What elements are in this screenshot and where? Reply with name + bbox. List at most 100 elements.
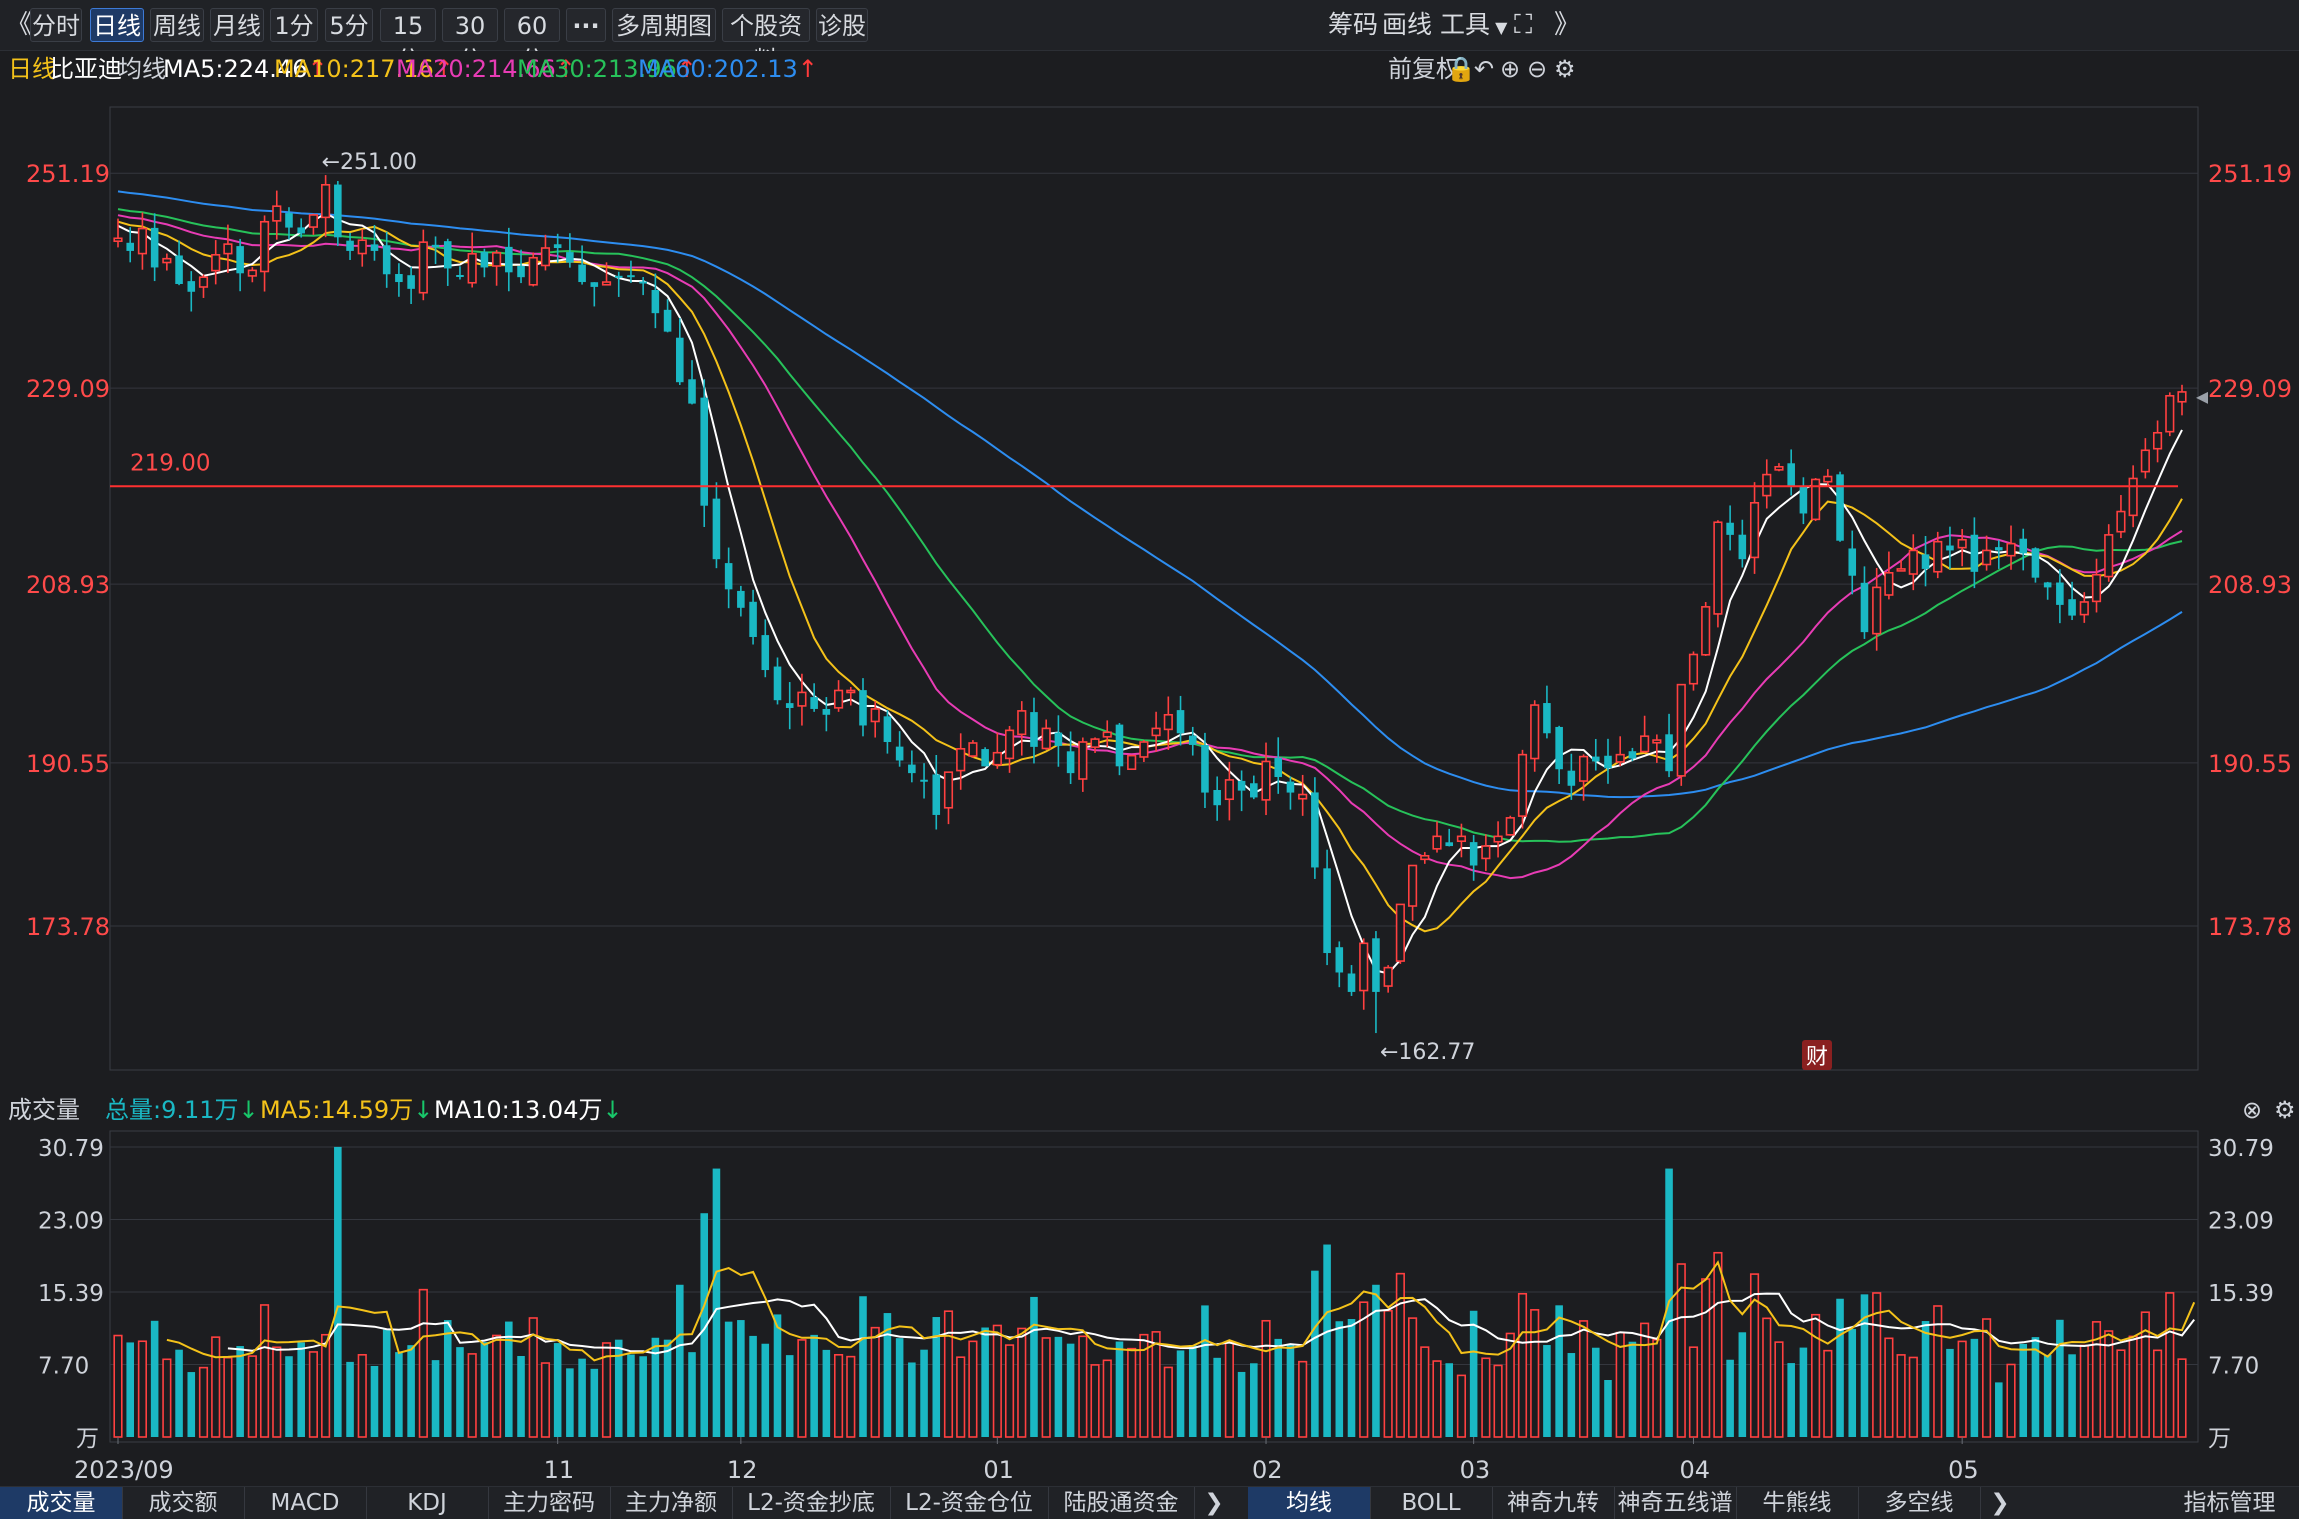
period-tab-15min[interactable]: 15分 <box>380 8 436 74</box>
zoom-out-icon[interactable]: ⊖ <box>1527 55 1548 83</box>
volume-bar <box>1811 1313 1821 1438</box>
volume-bar <box>175 1349 183 1437</box>
candle-body <box>211 254 221 272</box>
candle-body <box>992 751 1002 766</box>
ma-label[interactable]: 均线 <box>118 55 166 83</box>
candle-body <box>540 247 551 267</box>
chips-button[interactable]: 筹码 <box>1328 10 1379 39</box>
candle-body <box>1481 845 1491 860</box>
undo-icon[interactable]: ↶ <box>1474 55 1495 83</box>
volume-plot-frame <box>109 1130 2199 1443</box>
period-tab-fenshi[interactable]: 分时 <box>30 8 82 42</box>
close-icon[interactable]: ⊗ <box>2242 1096 2263 1124</box>
candle-body <box>639 281 647 284</box>
candle-body <box>846 689 856 694</box>
tab-main-chips[interactable]: 主力密码 <box>488 1487 611 1519</box>
volume-bar <box>1738 1332 1747 1437</box>
volume-bar <box>2043 1354 2052 1437</box>
volume-bar <box>981 1327 989 1437</box>
tab-macd[interactable]: MACD <box>244 1487 367 1519</box>
candle-body <box>1884 572 1894 596</box>
low-marker: ←162.77 <box>1380 1040 1475 1065</box>
candle-body <box>724 563 733 590</box>
volume-bar <box>211 1336 221 1438</box>
volume-bar <box>1640 1322 1650 1438</box>
back-icon[interactable]: 《 <box>6 10 33 40</box>
period-tab-60min[interactable]: 60分 <box>504 8 560 74</box>
candle-body <box>382 245 391 275</box>
candle-body <box>1188 735 1197 745</box>
period-tab-monthly[interactable]: 月线 <box>210 8 264 42</box>
candle-body <box>1921 554 1930 569</box>
candle-body <box>2104 534 2114 578</box>
tab-ma[interactable]: 均线 <box>1248 1487 1371 1519</box>
candles <box>113 175 2187 1034</box>
indicator-manage-button[interactable]: 指标管理 <box>2183 1490 2276 1516</box>
candle-body <box>1726 522 1734 535</box>
tools-dropdown[interactable]: 工具 ▼ <box>1440 8 1507 42</box>
candle-body <box>407 275 415 289</box>
tab-l2-position[interactable]: L2-资金仓位 <box>890 1487 1049 1519</box>
tabs-next-icon[interactable]: ❯ <box>1204 1490 1224 1516</box>
period-tab-5min[interactable]: 5分 <box>325 8 373 42</box>
volume-bar <box>1407 1317 1418 1438</box>
volume-bar <box>162 1358 172 1438</box>
tab-bull-bear[interactable]: 牛熊线 <box>1736 1487 1859 1519</box>
period-tab-weekly[interactable]: 周线 <box>150 8 204 42</box>
volume-bar <box>443 1320 452 1437</box>
date-tick-label: 02 <box>1252 1456 1283 1484</box>
fullscreen-icon[interactable]: ⛶ <box>1514 10 1533 40</box>
volume-bar <box>1701 1278 1711 1438</box>
ma10-line <box>117 220 2183 933</box>
ma5-value: MA5:224.46↑ <box>163 55 328 83</box>
candle-body <box>247 269 257 277</box>
tab-main-net[interactable]: 主力净额 <box>610 1487 733 1519</box>
tab-magic-five[interactable]: 神奇五线谱 <box>1614 1487 1737 1519</box>
gear-icon[interactable]: ⚙ <box>2274 1096 2296 1124</box>
volume-bar <box>700 1213 709 1437</box>
volume-title[interactable]: 成交量 <box>8 1096 80 1124</box>
candle-body <box>883 716 892 743</box>
tab-l2-bottom[interactable]: L2-资金抄底 <box>732 1487 891 1519</box>
volume-tick-right: 23.09 <box>2208 1209 2274 1235</box>
candle-body <box>578 264 586 283</box>
volume-bar <box>1078 1335 1088 1438</box>
candle-body <box>1201 745 1209 793</box>
price-chart[interactable]: 251.19 251.19 229.09 229.09 208.93 208.93 190.… <box>0 87 2299 1092</box>
tab-kdj[interactable]: KDJ <box>366 1487 489 1519</box>
arrow-down-icon: ↓ <box>238 1096 259 1124</box>
volume-bar <box>1359 1301 1369 1438</box>
tab-volume[interactable]: 成交量 <box>0 1487 123 1519</box>
tab-magic-nine[interactable]: 神奇九转 <box>1492 1487 1615 1519</box>
forward-icon[interactable]: 》 <box>1554 10 1581 40</box>
candle-body <box>1078 741 1088 780</box>
candle-body <box>2019 538 2028 554</box>
volume-chart[interactable]: 30.79 30.79 23.09 23.09 15.39 15.39 7.70 7.70 万 万… <box>0 1128 2299 1486</box>
adjust-mode-button[interactable]: 前复权 <box>1388 55 1460 83</box>
volume-bar <box>2006 1363 2016 1438</box>
tab-boll[interactable]: BOLL <box>1370 1487 1493 1519</box>
tabs-next-icon[interactable]: ❯ <box>1990 1490 2010 1516</box>
tab-long-short[interactable]: 多空线 <box>1858 1487 1981 1519</box>
period-tab-1min[interactable]: 1分 <box>270 8 318 42</box>
period-tab-30min[interactable]: 30分 <box>442 8 498 74</box>
candle-body <box>1530 704 1540 760</box>
zoom-in-icon[interactable]: ⊕ <box>1500 55 1521 83</box>
candle-body <box>2056 582 2064 605</box>
volume-bar <box>2128 1335 2138 1438</box>
candle-body <box>1578 755 1589 782</box>
volume-bar <box>1957 1340 1967 1438</box>
stock-info-button[interactable]: 个股资料 <box>722 8 810 74</box>
draw-line-button[interactable]: 画线 <box>1382 10 1433 39</box>
more-periods-button[interactable]: ··· <box>566 8 606 42</box>
candle-body <box>1640 735 1650 753</box>
tab-turnover[interactable]: 成交额 <box>122 1487 245 1519</box>
period-tab-daily[interactable]: 日线 <box>90 8 144 42</box>
diagnose-button[interactable]: 诊股 <box>816 8 868 42</box>
volume-bar <box>870 1326 880 1438</box>
lock-icon[interactable]: 🔒 <box>1446 55 1476 83</box>
multi-period-dropdown[interactable]: 多周期图 ﹀ <box>612 8 716 72</box>
volume-bar <box>1004 1344 1015 1438</box>
tab-northbound[interactable]: 陆股通资金 <box>1048 1487 1195 1519</box>
gear-icon[interactable]: ⚙ <box>1554 55 1576 83</box>
